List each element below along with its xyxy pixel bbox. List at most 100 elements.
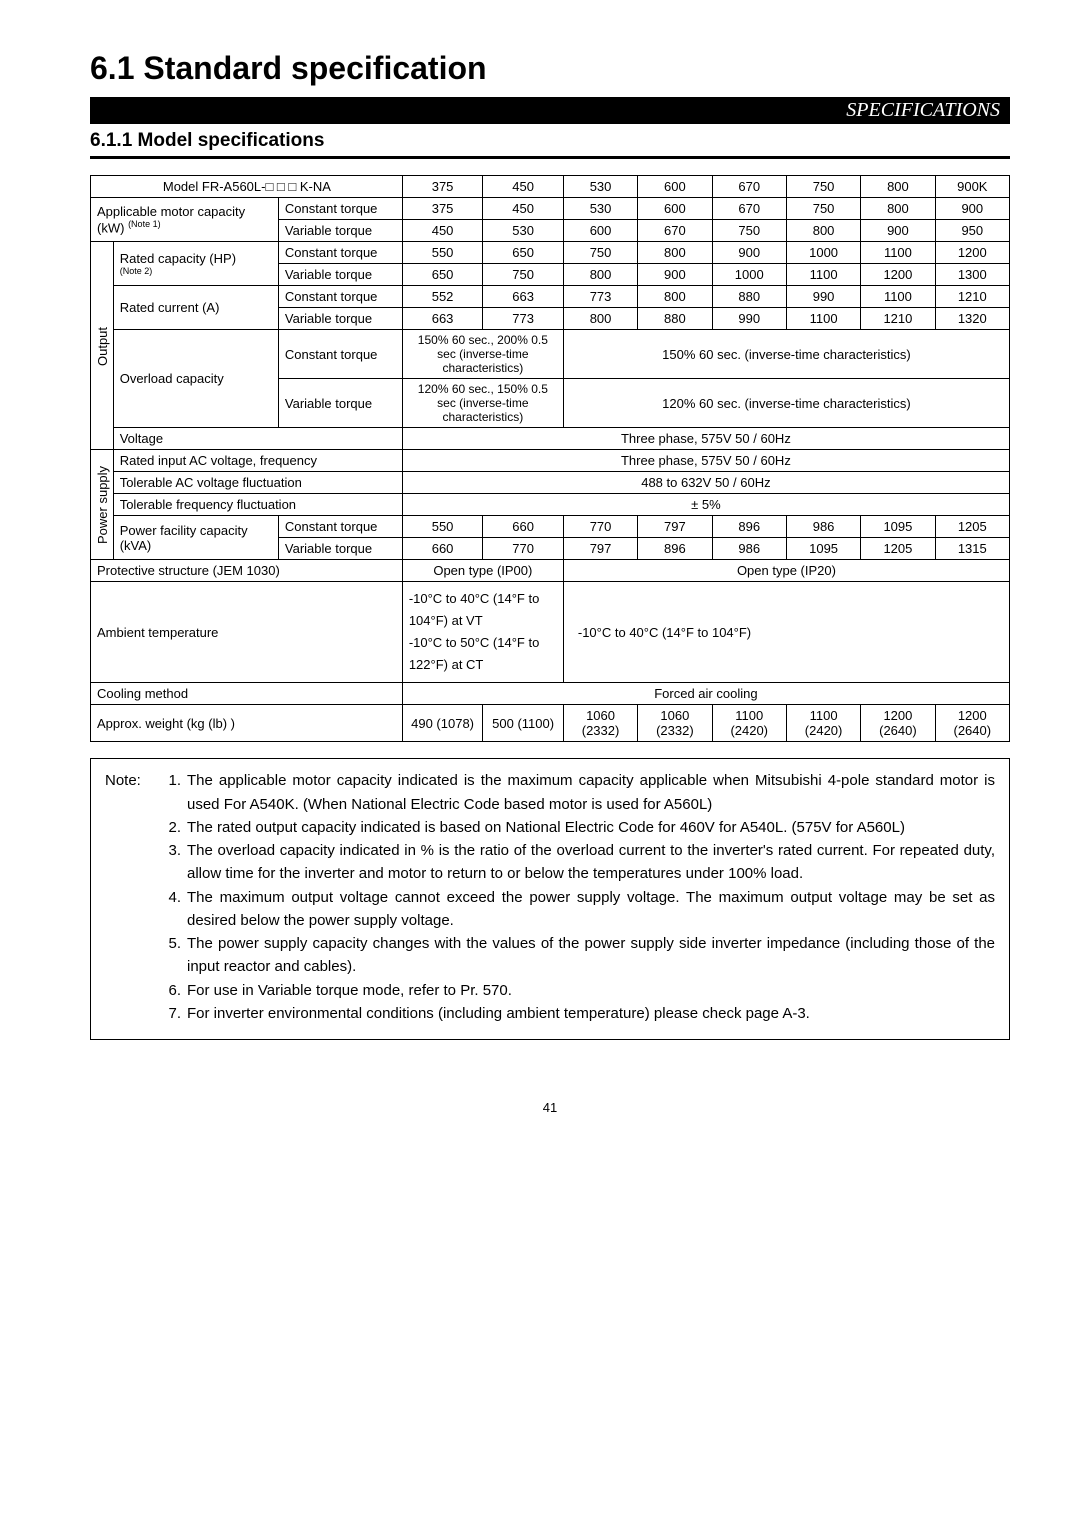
cell: 1300 <box>935 264 1009 286</box>
note-text: The maximum output voltage cannot exceed… <box>187 886 995 933</box>
note-item: 4. The maximum output voltage cannot exc… <box>105 886 995 933</box>
cell: 650 <box>402 264 483 286</box>
cell: 1000 <box>712 264 786 286</box>
cell: 1100 <box>861 242 935 264</box>
row-tol-ac: Tolerable AC voltage fluctuation 488 to … <box>91 472 1010 494</box>
cell: 990 <box>786 286 860 308</box>
cell: 896 <box>638 538 712 560</box>
cell: 750 <box>786 198 860 220</box>
cell: 530 <box>563 198 637 220</box>
cell: 800 <box>563 264 637 286</box>
note-text: The overload capacity indicated in % is … <box>187 839 995 886</box>
cell: 670 <box>712 176 786 198</box>
rated-hp-label: Rated capacity (HP)(Note 2) <box>113 242 278 286</box>
cell: 660 <box>402 538 483 560</box>
cell: 670 <box>712 198 786 220</box>
cell: 750 <box>483 264 564 286</box>
cell: 1200 (2640) <box>935 705 1009 742</box>
cell: 900K <box>935 176 1009 198</box>
cell: 900 <box>712 242 786 264</box>
note-item: 2. The rated output capacity indicated i… <box>105 816 995 839</box>
row-current-ct: Rated current (A) Constant torque 552 66… <box>91 286 1010 308</box>
vt-label: Variable torque <box>278 538 402 560</box>
section-title: 6.1 Standard specification <box>90 50 1010 87</box>
cell: Three phase, 575V 50 / 60Hz <box>402 428 1009 450</box>
cell: 900 <box>861 220 935 242</box>
note-item: 7. For inverter environmental conditions… <box>105 1002 995 1025</box>
cell: -10°C to 40°C (14°F to 104°F) <box>563 582 1009 683</box>
ct-label: Constant torque <box>278 286 402 308</box>
cell: 1200 (2640) <box>861 705 935 742</box>
note-text: For use in Variable torque mode, refer t… <box>187 979 995 1002</box>
cell: 530 <box>563 176 637 198</box>
cell: 530 <box>483 220 564 242</box>
output-vlabel: Output <box>91 242 114 450</box>
note-item: Note: 1. The applicable motor capacity i… <box>105 769 995 816</box>
cell: Open type (IP20) <box>563 560 1009 582</box>
cell: 1060 (2332) <box>563 705 637 742</box>
cell: 797 <box>638 516 712 538</box>
rated-input-label: Rated input AC voltage, frequency <box>113 450 402 472</box>
spec-banner: SPECIFICATIONS <box>90 97 1010 124</box>
cell: 800 <box>786 220 860 242</box>
cell: Open type (IP00) <box>402 560 563 582</box>
row-appmotor-ct: Applicable motor capacity (kW) (Note 1) … <box>91 198 1010 220</box>
note-num: 2. <box>165 816 187 839</box>
note-text: For inverter environmental conditions (i… <box>187 1002 995 1025</box>
row-ratedhp-ct: Output Rated capacity (HP)(Note 2) Const… <box>91 242 1010 264</box>
cell: 1320 <box>935 308 1009 330</box>
cell: 800 <box>638 286 712 308</box>
cell: 1100 <box>786 308 860 330</box>
rated-current-label: Rated current (A) <box>113 286 278 330</box>
row-voltage: Voltage Three phase, 575V 50 / 60Hz <box>91 428 1010 450</box>
note-text: The power supply capacity changes with t… <box>187 932 995 979</box>
vt-label: Variable torque <box>278 220 402 242</box>
note-text: The applicable motor capacity indicated … <box>187 769 995 816</box>
note-num: 3. <box>165 839 187 886</box>
cell: 880 <box>712 286 786 308</box>
cell: 1100 (2420) <box>712 705 786 742</box>
cell: 900 <box>935 198 1009 220</box>
row-tol-freq: Tolerable frequency fluctuation ± 5% <box>91 494 1010 516</box>
cell: 750 <box>563 242 637 264</box>
note-num: 6. <box>165 979 187 1002</box>
ct-label: Constant torque <box>278 330 402 379</box>
row-rated-input: Power supply Rated input AC voltage, fre… <box>91 450 1010 472</box>
cell: 600 <box>563 220 637 242</box>
cell: 773 <box>563 286 637 308</box>
cell: 375 <box>402 198 483 220</box>
ct-label: Constant torque <box>278 198 402 220</box>
note-num: 1. <box>165 769 187 816</box>
ct-label: Constant torque <box>278 242 402 264</box>
tol-freq-label: Tolerable frequency fluctuation <box>113 494 402 516</box>
ps-vlabel: Power supply <box>91 450 114 560</box>
cell: 773 <box>483 308 564 330</box>
cell: -10°C to 40°C (14°F to 104°F) at VT -10°… <box>402 582 563 683</box>
amb-temp-label: Ambient temperature <box>91 582 403 683</box>
cell: 1315 <box>935 538 1009 560</box>
cell: Three phase, 575V 50 / 60Hz <box>402 450 1009 472</box>
cell: 1205 <box>935 516 1009 538</box>
row-protstruct: Protective structure (JEM 1030) Open typ… <box>91 560 1010 582</box>
cell: 1000 <box>786 242 860 264</box>
cell: 550 <box>402 516 483 538</box>
page-number: 41 <box>90 1100 1010 1115</box>
cell: 800 <box>861 198 935 220</box>
vt-label: Variable torque <box>278 379 402 428</box>
cell: 990 <box>712 308 786 330</box>
row-weight: Approx. weight (kg (lb) ) 490 (1078) 500… <box>91 705 1010 742</box>
cell: 600 <box>638 198 712 220</box>
cell: 986 <box>712 538 786 560</box>
row-cooling: Cooling method Forced air cooling <box>91 683 1010 705</box>
cell: 550 <box>402 242 483 264</box>
cell: 1205 <box>861 538 935 560</box>
spec-table: Model FR-A560L-□ □ □ K-NA 375 450 530 60… <box>90 175 1010 742</box>
cell: 800 <box>861 176 935 198</box>
note-num: 4. <box>165 886 187 933</box>
cell: 800 <box>563 308 637 330</box>
prot-struct-label: Protective structure (JEM 1030) <box>91 560 403 582</box>
row-model: Model FR-A560L-□ □ □ K-NA 375 450 530 60… <box>91 176 1010 198</box>
cooling-label: Cooling method <box>91 683 403 705</box>
cell: 650 <box>483 242 564 264</box>
cell: 600 <box>638 176 712 198</box>
